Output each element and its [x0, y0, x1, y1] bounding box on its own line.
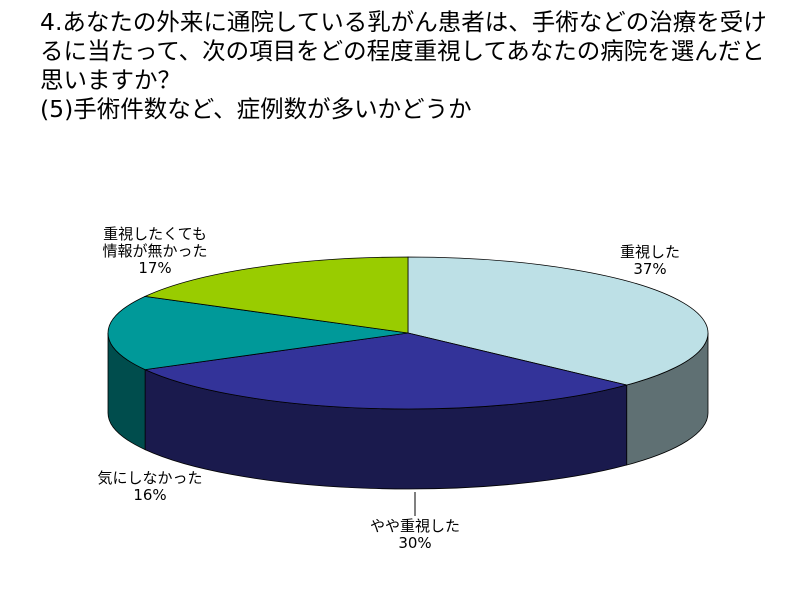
- slice: [143, 256, 409, 334]
- slice-label: 重視したくても 情報が無かった: [102, 225, 208, 260]
- value-label: 16%: [133, 486, 167, 504]
- slice-label: 気にしなかった: [97, 469, 203, 487]
- slice: [107, 295, 409, 371]
- slice: [143, 332, 627, 410]
- slice-label: 重視した: [619, 243, 681, 261]
- slice-label: やや重視した: [369, 517, 461, 535]
- value-label: 37%: [633, 260, 667, 278]
- slice: [407, 256, 709, 386]
- value-label: 30%: [398, 534, 432, 552]
- value-label: 17%: [138, 259, 172, 277]
- chart-title: 4.あなたの外来に通院している乳がん患者は、手術などの治療を受けるに当たって、次…: [40, 8, 767, 123]
